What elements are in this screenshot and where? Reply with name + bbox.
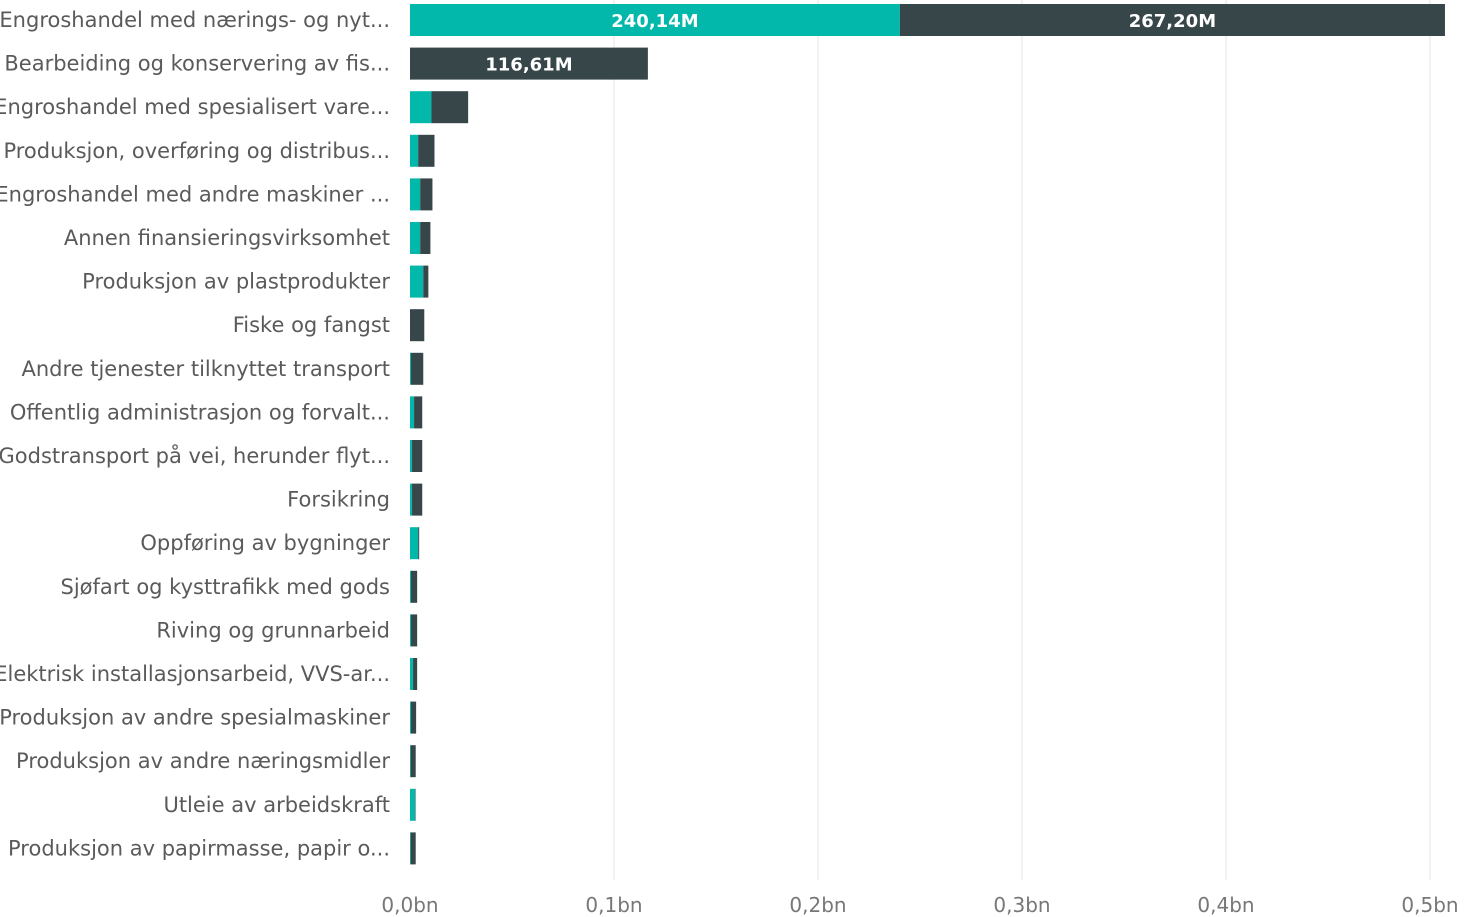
- category-label: Bearbeiding og konservering av fis...: [4, 52, 390, 76]
- bar-segment[interactable]: [415, 788, 416, 821]
- bar-segment[interactable]: [420, 178, 433, 211]
- value-axis: 0,0bn 0,1bn 0,2bn 0,3bn 0,4bn 0,5bn: [381, 893, 1458, 917]
- bar-segment[interactable]: [418, 527, 420, 560]
- category-label: Elektrisk installasjonsarbeid, VVS-ar...: [0, 662, 390, 686]
- bar-segment[interactable]: [410, 352, 412, 385]
- bar-segment[interactable]: [418, 134, 435, 167]
- bar-segment[interactable]: [420, 222, 431, 254]
- x-tick-label: 0,5bn: [1401, 893, 1458, 917]
- bar-segment[interactable]: [410, 832, 416, 865]
- bar-segment[interactable]: [423, 265, 429, 298]
- bar-segment[interactable]: [410, 47, 648, 80]
- category-label: Produksjon av andre spesialmaskiner: [0, 706, 390, 730]
- bar-segment[interactable]: [410, 440, 413, 472]
- bar-segment[interactable]: [410, 658, 414, 690]
- gridlines: [613, 0, 1431, 880]
- bar-segment[interactable]: [410, 222, 421, 254]
- bar-segment[interactable]: [410, 745, 416, 778]
- category-label: Sjøfart og kysttrafikk med gods: [61, 575, 390, 599]
- x-tick-label: 0,0bn: [381, 893, 438, 917]
- bar-segment[interactable]: [411, 701, 417, 734]
- bar-segment[interactable]: [410, 527, 419, 560]
- x-tick-label: 0,1bn: [585, 893, 642, 917]
- bar-segment[interactable]: [899, 4, 1445, 36]
- category-label: Engroshandel med spesialisert vare...: [0, 95, 390, 119]
- x-tick-label: 0,3bn: [993, 893, 1050, 917]
- x-tick-label: 0,4bn: [1197, 893, 1254, 917]
- bar-segment[interactable]: [411, 614, 418, 647]
- bar-data-label: 240,14M: [611, 11, 698, 32]
- category-label: Fiske og fangst: [233, 313, 390, 337]
- bar-segment[interactable]: [410, 265, 424, 298]
- bar-segment[interactable]: [413, 658, 418, 690]
- bar-segment[interactable]: [410, 788, 416, 821]
- bar-segment[interactable]: [410, 178, 421, 211]
- category-label: Riving og grunnarbeid: [156, 618, 390, 642]
- bar-data-label: 116,61M: [485, 55, 572, 76]
- x-tick-label: 0,2bn: [789, 893, 846, 917]
- category-label: Engroshandel med nærings- og nyt...: [0, 8, 390, 32]
- bar-segment[interactable]: [410, 745, 411, 778]
- bar-segment[interactable]: [410, 134, 419, 167]
- category-label: Godstransport på vei, herunder flyt...: [0, 443, 390, 468]
- bars: [410, 4, 1445, 865]
- category-label: Andre tjenester tilknyttet transport: [21, 357, 390, 381]
- bar-segment[interactable]: [410, 614, 412, 647]
- bar-segment[interactable]: [410, 570, 412, 603]
- bar-segment[interactable]: [410, 701, 412, 734]
- bar-segment[interactable]: [414, 396, 423, 429]
- category-label: Produksjon av papirmasse, papir o...: [8, 836, 390, 860]
- bar-segment[interactable]: [412, 483, 423, 516]
- category-label: Offentlig administrasjon og forvalt...: [10, 400, 390, 424]
- category-label: Utleie av arbeidskraft: [163, 793, 390, 817]
- bar-segment[interactable]: [410, 309, 425, 342]
- category-label: Engroshandel med andre maskiner ...: [0, 182, 390, 206]
- bar-segment[interactable]: [411, 352, 424, 385]
- category-label: Produksjon av plastprodukter: [82, 270, 390, 294]
- bar-segment[interactable]: [410, 483, 413, 516]
- data-labels: 240,14M 267,20M 116,61M: [485, 11, 1216, 76]
- category-label: Annen finansieringsvirksomhet: [64, 226, 390, 250]
- bar-segment[interactable]: [410, 396, 415, 429]
- category-label: Oppføring av bygninger: [140, 531, 390, 555]
- bar-segment[interactable]: [411, 570, 418, 603]
- bar-segment[interactable]: [410, 4, 900, 36]
- category-axis: Engroshandel med nærings- og nyt... Bearb…: [0, 8, 390, 860]
- category-label: Produksjon, overføring og distribus...: [3, 139, 390, 163]
- bar-data-label: 267,20M: [1129, 11, 1216, 32]
- bar-segment[interactable]: [410, 832, 411, 865]
- bar-segment[interactable]: [412, 440, 423, 472]
- bar-segment[interactable]: [431, 91, 469, 124]
- category-label: Produksjon av andre næringsmidler: [16, 749, 390, 773]
- bar-segment[interactable]: [410, 91, 432, 124]
- category-label: Forsikring: [287, 488, 390, 512]
